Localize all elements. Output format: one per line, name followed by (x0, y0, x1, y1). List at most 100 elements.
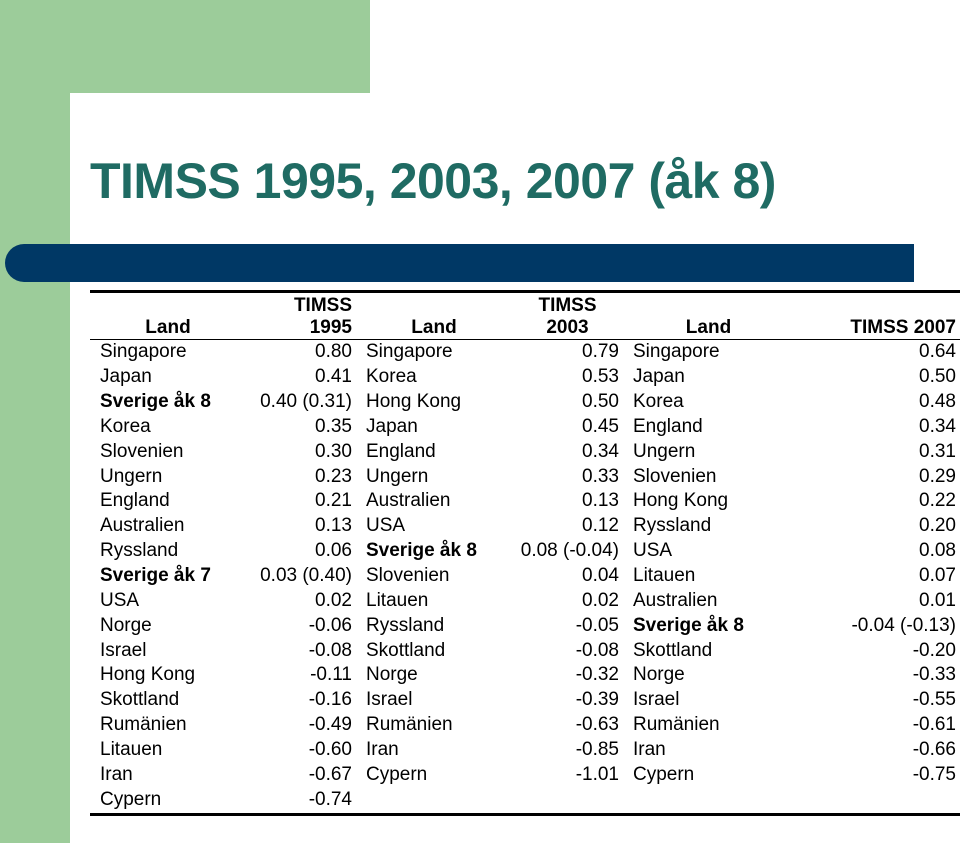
country-2007: Ungern (633, 440, 696, 462)
score-1995: -0.67 (308, 763, 352, 785)
score-1995: -0.06 (308, 614, 352, 636)
top-accent-block (70, 0, 370, 93)
table-row: Hong Kong -0.11 Norge -0.32 Norge -0.33 (90, 663, 960, 688)
score-2003: 0.53 (582, 366, 619, 388)
score-2007: -0.75 (912, 763, 956, 785)
table-row: USA 0.02 Litauen 0.02 Australien 0.01 (90, 588, 960, 613)
country-1995: England (100, 490, 170, 512)
slide-title: TIMSS 1995, 2003, 2007 (åk 8) (90, 153, 776, 209)
score-2007: 0.64 (788, 338, 960, 365)
table-row: Cypern -0.74 (90, 787, 960, 813)
left-accent-bar (0, 0, 70, 843)
score-1995: -0.60 (308, 738, 352, 760)
country-2003: Hong Kong (366, 391, 462, 413)
score-2007: -0.61 (912, 714, 956, 736)
country-2007: England (633, 415, 703, 437)
header-land-1995: Land (145, 317, 191, 338)
score-2007: 0.07 (919, 565, 956, 587)
country-2003: Singapore (356, 338, 506, 365)
table-row: Norge -0.06 Ryssland -0.05 Sverige åk 8 -0.04… (90, 613, 960, 638)
score-1995: 0.80 (240, 338, 356, 365)
country-1995: Skottland (100, 689, 180, 711)
country-2007: Rumänien (633, 714, 720, 736)
score-2007: 0.50 (919, 366, 956, 388)
country-2003: Norge (366, 664, 418, 686)
country-2003: Sverige åk 8 (366, 540, 477, 562)
score-2007: -0.04 (-0.13) (851, 614, 956, 636)
table-row: Sverige åk 7 0.03 (0.40) Slovenien 0.04 Lita… (90, 564, 960, 589)
country-2003: Litauen (366, 589, 429, 611)
table-row: Ungern 0.23 Ungern 0.33 Slovenien 0.29 (90, 464, 960, 489)
country-2007: Cypern (633, 763, 695, 785)
results-table-container: Land TIMSS 1995 Land TIMSS 2003 Land TIMS… (90, 290, 960, 817)
country-2003: Japan (366, 415, 418, 437)
country-2007 (623, 787, 788, 813)
country-2007: Skottland (633, 639, 713, 661)
score-2003: 0.13 (582, 490, 619, 512)
country-1995: Slovenien (100, 440, 184, 462)
country-1995: Sverige åk 7 (100, 565, 211, 587)
country-1995: Hong Kong (100, 664, 196, 686)
score-2003: 0.45 (582, 415, 619, 437)
score-2003: 0.08 (-0.04) (520, 540, 619, 562)
country-1995: Norge (100, 614, 152, 636)
score-2007: 0.34 (919, 415, 956, 437)
score-2007 (788, 787, 960, 813)
country-2007: USA (633, 540, 673, 562)
header-land-2007: Land (685, 317, 732, 338)
country-2007: Litauen (633, 565, 696, 587)
country-1995: Rumänien (100, 714, 187, 736)
header-timss-2003: TIMSS 2003 (506, 293, 623, 340)
score-1995: 0.13 (315, 515, 352, 537)
country-2003: Israel (366, 689, 413, 711)
score-1995: 0.40 (0.31) (260, 391, 352, 413)
score-2003: 0.33 (582, 465, 619, 487)
score-2007: -0.33 (912, 664, 956, 686)
score-2003: 0.79 (506, 338, 623, 365)
score-1995: 0.35 (315, 415, 352, 437)
country-1995: Ryssland (100, 540, 179, 562)
country-1995: USA (100, 589, 140, 611)
country-1995: Sverige åk 8 (100, 391, 211, 413)
country-1995: Iran (100, 763, 133, 785)
score-2007: -0.20 (912, 639, 956, 661)
country-2003: Ryssland (366, 614, 445, 636)
score-1995: -0.08 (308, 639, 352, 661)
title-underline-bar (5, 244, 914, 282)
score-1995: -0.49 (308, 714, 352, 736)
score-2007: 0.31 (919, 440, 956, 462)
country-2003: USA (366, 515, 406, 537)
table-row: Slovenien 0.30 England 0.34 Ungern 0.31 (90, 439, 960, 464)
score-2003: -0.39 (575, 689, 619, 711)
score-2003: -0.08 (575, 639, 619, 661)
country-2007: Norge (633, 664, 685, 686)
score-2007: 0.22 (919, 490, 956, 512)
country-2003: Skottland (366, 639, 446, 661)
header-timss-1995: TIMSS 1995 (293, 295, 352, 338)
table-body: Singapore 0.80 Singapore 0.79 Singapore 0.64 J… (90, 338, 960, 814)
country-2003: Iran (366, 738, 399, 760)
country-1995: Singapore (90, 338, 240, 365)
country-2007: Ryssland (633, 515, 712, 537)
country-1995: Korea (100, 415, 151, 437)
country-1995: Israel (100, 639, 147, 661)
country-2003: Slovenien (366, 565, 450, 587)
header-timss-2007: TIMSS 2007 (850, 317, 956, 338)
country-2007: Iran (633, 738, 666, 760)
score-2003: -0.05 (575, 614, 619, 636)
score-2003: -0.85 (575, 738, 619, 760)
score-1995: 0.23 (315, 465, 352, 487)
table-row: Australien 0.13 USA 0.12 Ryssland 0.20 (90, 514, 960, 539)
header-timss-2003-line1: TIMSS (538, 295, 597, 316)
country-2007: Singapore (623, 338, 788, 365)
country-2003: Australien (366, 490, 451, 512)
table-row: Korea 0.35 Japan 0.45 England 0.34 (90, 415, 960, 440)
score-2007: 0.29 (919, 465, 956, 487)
score-1995: 0.06 (315, 540, 352, 562)
table-row: Singapore 0.80 Singapore 0.79 Singapore 0.64 (90, 338, 960, 365)
table-row: Litauen -0.60 Iran -0.85 Iran -0.66 (90, 738, 960, 763)
score-2007: -0.55 (912, 689, 956, 711)
score-2003: -1.01 (575, 763, 619, 785)
results-table: Land TIMSS 1995 Land TIMSS 2003 Land TIMS… (90, 293, 960, 813)
table-header-row: Land TIMSS 1995 Land TIMSS 2003 Land TIMS… (90, 293, 960, 340)
